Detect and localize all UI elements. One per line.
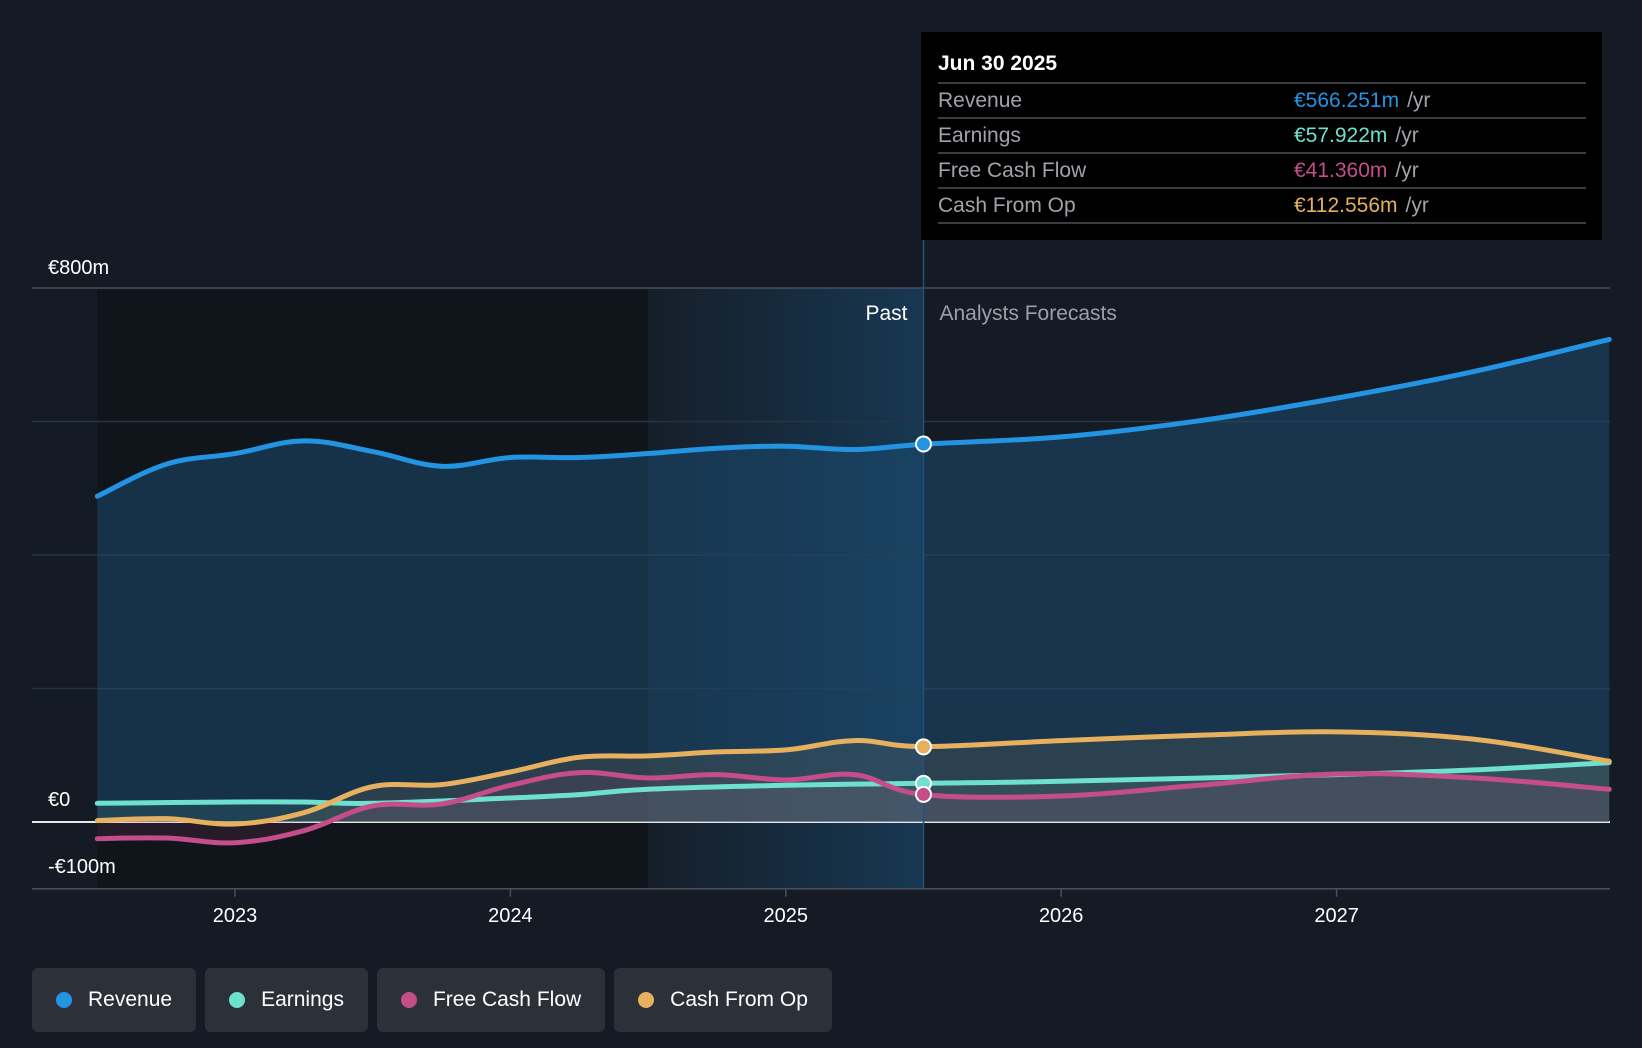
tooltip-row-earnings: Earnings €57.922m /yr xyxy=(938,119,1586,154)
x-tick-label: 2027 xyxy=(1314,905,1359,927)
tooltip-unit: /yr xyxy=(1395,159,1419,182)
legend-label: Earnings xyxy=(261,988,344,1011)
legend: Revenue Earnings Free Cash Flow Cash Fro… xyxy=(32,968,832,1032)
area-revenue xyxy=(97,339,1610,822)
legend-label: Free Cash Flow xyxy=(432,988,582,1011)
legend-dot-icon xyxy=(56,992,72,1008)
x-tick-label: 2024 xyxy=(488,905,533,927)
legend-label: Cash From Op xyxy=(670,988,808,1011)
tooltip: Jun 30 2025 Revenue €566.251m /yr Earnin… xyxy=(921,32,1602,240)
tooltip-value: €566.251m xyxy=(1294,89,1400,112)
legend-item-earnings[interactable]: Earnings xyxy=(205,968,368,1032)
tooltip-label: Cash From Op xyxy=(938,194,1076,217)
hover-markers xyxy=(915,435,932,803)
tooltip-value: €41.360m xyxy=(1294,159,1388,182)
y-tick-label: €800m xyxy=(48,257,109,279)
series-lines xyxy=(94,336,1612,846)
tooltip-value: €112.556m xyxy=(1294,194,1398,217)
hover-marker-revenue xyxy=(915,435,932,453)
y-axis-labels: €800m €0 -€100m xyxy=(48,257,116,878)
tooltip-unit: /yr xyxy=(1407,89,1431,112)
tooltip-unit: /yr xyxy=(1405,194,1429,217)
legend-item-revenue[interactable]: Revenue xyxy=(32,968,197,1032)
tooltip-row-cash-from-op: Cash From Op €112.556m /yr xyxy=(938,189,1586,224)
tooltip-row-free-cash-flow: Free Cash Flow €41.360m /yr xyxy=(938,154,1586,189)
tooltip-date: Jun 30 2025 xyxy=(938,46,1586,84)
area-free-cash-flow xyxy=(97,772,1610,843)
hover-marker-free-cash-flow xyxy=(915,785,932,803)
line-free-cash-flow xyxy=(94,769,1612,846)
line-revenue xyxy=(94,336,1612,499)
x-tick-label: 2026 xyxy=(1039,905,1084,927)
x-axis-labels: 2023 2024 2025 2026 2027 xyxy=(213,888,1359,927)
y-tick-label: €0 xyxy=(48,789,70,811)
forecast-label: Analysts Forecasts xyxy=(940,302,1117,325)
x-tick-label: 2023 xyxy=(213,905,258,927)
tooltip-row-revenue: Revenue €566.251m /yr xyxy=(938,84,1586,119)
legend-label: Revenue xyxy=(88,988,173,1011)
x-tick-label: 2025 xyxy=(764,905,809,927)
tooltip-value: €57.922m xyxy=(1294,124,1388,147)
legend-dot-icon xyxy=(638,992,655,1008)
legend-item-cash-from-op[interactable]: Cash From Op xyxy=(614,968,832,1032)
hover-marker-cash-from-op xyxy=(915,738,932,756)
past-label: Past xyxy=(865,302,907,325)
legend-dot-icon xyxy=(229,992,246,1008)
legend-item-free-cash-flow[interactable]: Free Cash Flow xyxy=(376,968,606,1032)
tooltip-label: Revenue xyxy=(938,89,1023,112)
tooltip-unit: /yr xyxy=(1395,124,1419,147)
y-tick-label: -€100m xyxy=(48,856,116,878)
tooltip-label: Free Cash Flow xyxy=(938,159,1087,182)
tooltip-label: Earnings xyxy=(938,124,1021,147)
legend-dot-icon xyxy=(400,992,417,1008)
line-cash-from-op xyxy=(94,729,1612,827)
